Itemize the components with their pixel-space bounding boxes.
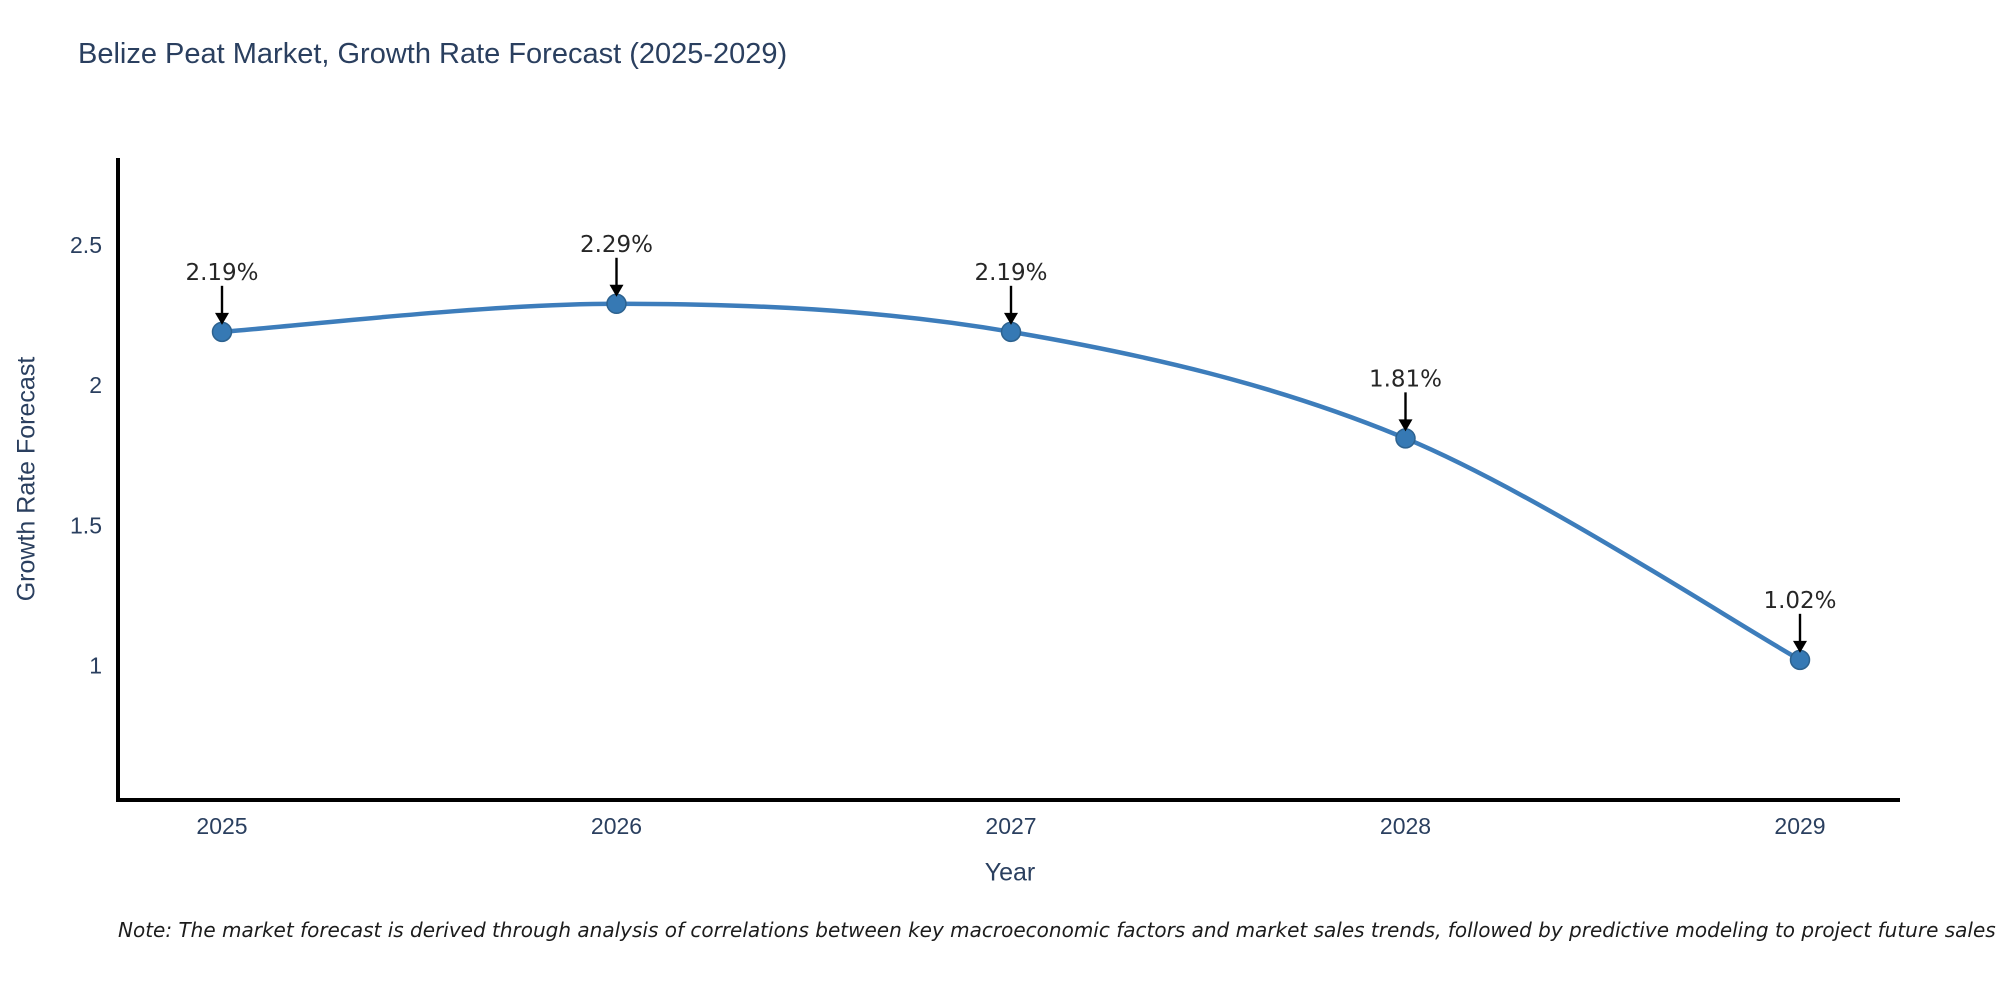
x-axis-title: Year bbox=[984, 858, 1036, 887]
x-tick-label: 2028 bbox=[1380, 813, 1431, 839]
annotation-arrowhead-icon bbox=[1398, 419, 1413, 432]
data-point[interactable] bbox=[1000, 321, 1022, 343]
x-tick-label: 2027 bbox=[985, 813, 1036, 839]
data-point[interactable] bbox=[606, 293, 627, 315]
footnote: Note: The market forecast is derived thr… bbox=[118, 918, 1996, 942]
annotation-label: 2.19% bbox=[974, 260, 1047, 286]
annotation-arrowhead-icon bbox=[215, 312, 229, 325]
y-tick-label: 2.5 bbox=[70, 232, 102, 258]
data-point[interactable] bbox=[1789, 649, 1811, 671]
x-tick-label: 2025 bbox=[196, 813, 247, 839]
annotation-label: 1.02% bbox=[1763, 588, 1836, 614]
y-axis-title: Growth Rate Forecast bbox=[12, 356, 41, 602]
y-tick-label: 1 bbox=[89, 652, 102, 678]
annotation-arrowhead-icon bbox=[1004, 312, 1018, 325]
chart-title: Belize Peat Market, Growth Rate Forecast… bbox=[78, 38, 788, 70]
annotation-arrowhead-icon bbox=[609, 284, 624, 297]
annotation-label: 2.29% bbox=[580, 232, 653, 258]
data-point[interactable] bbox=[211, 321, 233, 343]
annotation-label: 2.19% bbox=[185, 260, 258, 286]
annotation-arrowhead-icon bbox=[1793, 640, 1807, 653]
annotation-label: 1.81% bbox=[1369, 366, 1442, 392]
y-tick-label: 2 bbox=[89, 372, 102, 398]
x-tick-label: 2026 bbox=[591, 813, 642, 839]
y-tick-label: 1.5 bbox=[70, 512, 102, 538]
x-tick-label: 2029 bbox=[1774, 813, 1825, 839]
forecast-spline bbox=[219, 301, 1803, 663]
data-point[interactable] bbox=[1395, 428, 1416, 449]
